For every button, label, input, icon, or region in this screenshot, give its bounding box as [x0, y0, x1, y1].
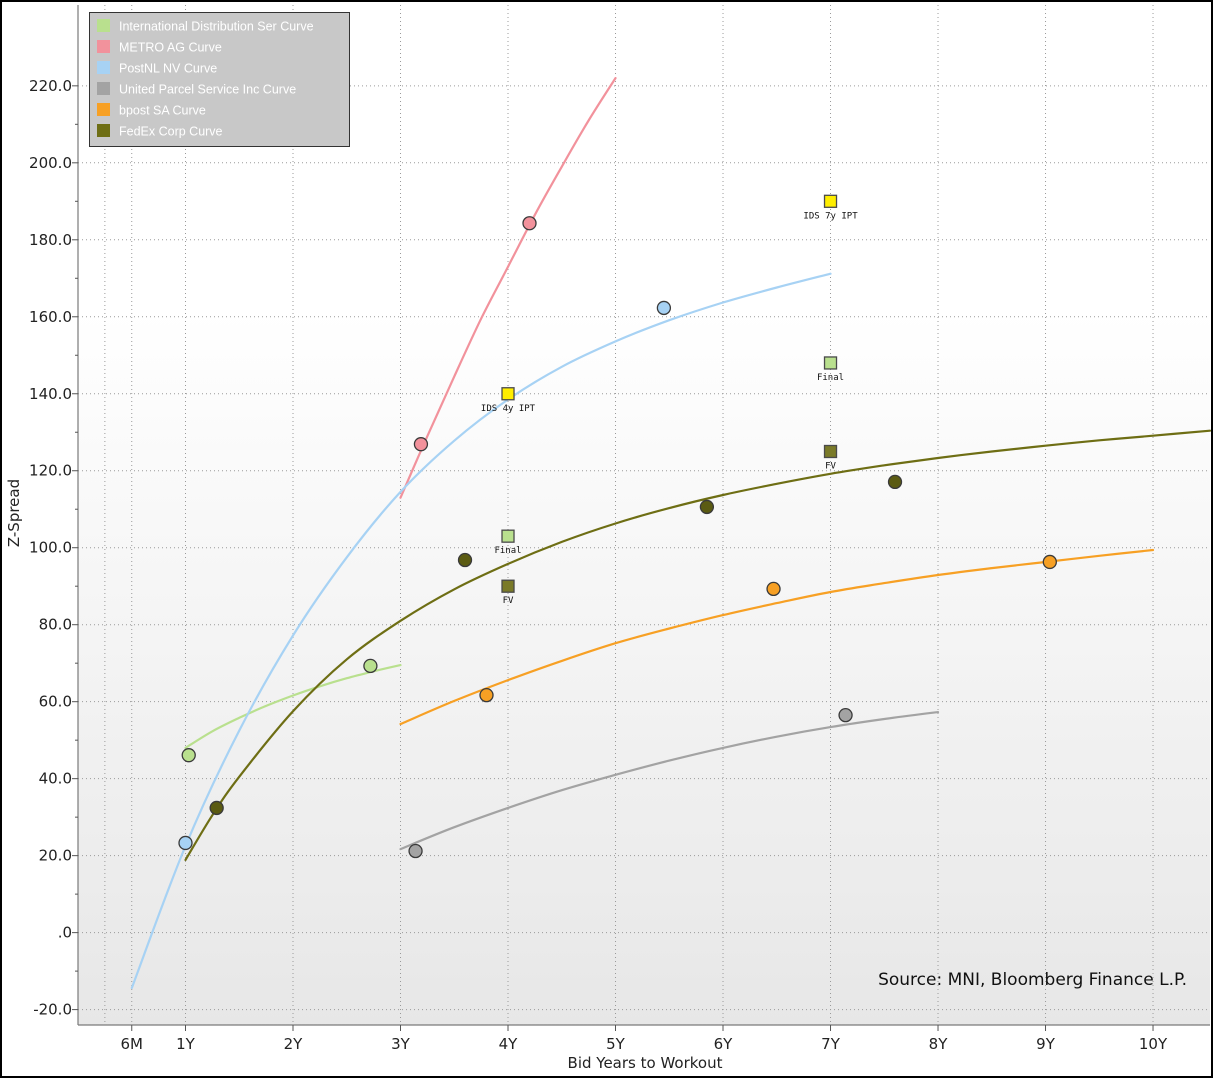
metro-ag-curve-point — [523, 217, 536, 230]
legend-swatch-metro-ag-curve — [97, 40, 110, 53]
new-issue-label: IDS 4y IPT — [481, 404, 536, 414]
y-tick-label: .0 — [58, 924, 72, 942]
y-tick-label: 200.0 — [29, 154, 72, 172]
y-tick-label: 180.0 — [29, 231, 72, 249]
x-tick-label: 2Y — [284, 1035, 304, 1053]
y-tick-label: 120.0 — [29, 462, 72, 480]
x-tick-label: 1Y — [176, 1035, 196, 1053]
new-issue-label: IDS 7y IPT — [803, 211, 858, 221]
legend-label: METRO AG Curve — [119, 41, 222, 55]
x-axis-title: Bid Years to Workout — [568, 1054, 723, 1072]
x-tick-label: 6M — [121, 1035, 144, 1053]
fedex-corp-curve-point — [889, 475, 902, 488]
postnl-nv-curve-point — [179, 836, 192, 849]
x-tick-label: 8Y — [929, 1035, 949, 1053]
new-issue-label: Final — [494, 546, 521, 556]
legend-swatch-postnl-nv-curve — [97, 61, 110, 74]
postnl-nv-curve-point — [657, 301, 670, 314]
legend-label: PostNL NV Curve — [119, 62, 217, 76]
united-parcel-service-inc-curve-point — [839, 709, 852, 722]
legend-swatch-bpost-sa-curve — [97, 103, 110, 116]
y-tick-label: 40.0 — [39, 770, 72, 788]
x-tick-label: 10Y — [1139, 1035, 1168, 1053]
new-issue-marker — [502, 580, 514, 592]
y-tick-label: 80.0 — [39, 616, 72, 634]
united-parcel-service-inc-curve-point — [409, 845, 422, 858]
fedex-corp-curve-point — [210, 801, 223, 814]
fedex-corp-curve-point — [700, 500, 713, 513]
y-axis-title: Z-Spread — [5, 479, 23, 547]
y-tick-label: 220.0 — [29, 77, 72, 95]
y-tick-label: 60.0 — [39, 693, 72, 711]
y-tick-label: -20.0 — [33, 1001, 72, 1019]
new-issue-label: FV — [825, 461, 836, 471]
legend-label: United Parcel Service Inc Curve — [119, 83, 296, 97]
legend: International Distribution Ser Curve METR… — [90, 13, 350, 147]
metro-ag-curve-point — [414, 438, 427, 451]
legend-swatch-united-parcel-service-inc-curve — [97, 82, 110, 95]
bpost-sa-curve-point — [1043, 555, 1056, 568]
bpost-sa-curve-point — [767, 582, 780, 595]
bpost-sa-curve-point — [480, 689, 493, 702]
x-tick-label: 9Y — [1036, 1035, 1056, 1053]
z-spread-chart: 6M 1Y 2Y 3Y 4Y 5Y 6Y 7Y 8Y 9Y 10Y 220.0 200.0 180.0 16… — [0, 0, 1213, 1078]
international-distribution-ser-curve-point — [182, 749, 195, 762]
x-tick-label: 7Y — [821, 1035, 841, 1053]
legend-swatch-fedex-corp-curve — [97, 124, 110, 137]
source-note: Source: MNI, Bloomberg Finance L.P. — [878, 970, 1187, 990]
new-issue-marker — [502, 388, 514, 400]
new-issue-marker — [825, 195, 837, 207]
new-issue-marker — [502, 530, 514, 542]
international-distribution-ser-curve-point — [364, 659, 377, 672]
y-tick-label: 160.0 — [29, 308, 72, 326]
y-tick-label: 100.0 — [29, 539, 72, 557]
legend-swatch-international-distribution-ser-curve — [97, 19, 110, 32]
x-tick-label: 4Y — [499, 1035, 519, 1053]
new-issue-label: FV — [503, 596, 514, 606]
new-issue-marker — [825, 357, 837, 369]
x-tick-label: 6Y — [714, 1035, 734, 1053]
x-tick-label: 5Y — [606, 1035, 626, 1053]
legend-label: bpost SA Curve — [119, 104, 206, 118]
legend-label: International Distribution Ser Curve — [119, 20, 314, 34]
new-issue-marker — [825, 445, 837, 457]
legend-label: FedEx Corp Curve — [119, 125, 223, 139]
x-tick-label: 3Y — [391, 1035, 411, 1053]
y-tick-label: 20.0 — [39, 847, 72, 865]
new-issue-label: Final — [817, 373, 844, 383]
fedex-corp-curve-point — [459, 554, 472, 567]
y-tick-label: 140.0 — [29, 385, 72, 403]
